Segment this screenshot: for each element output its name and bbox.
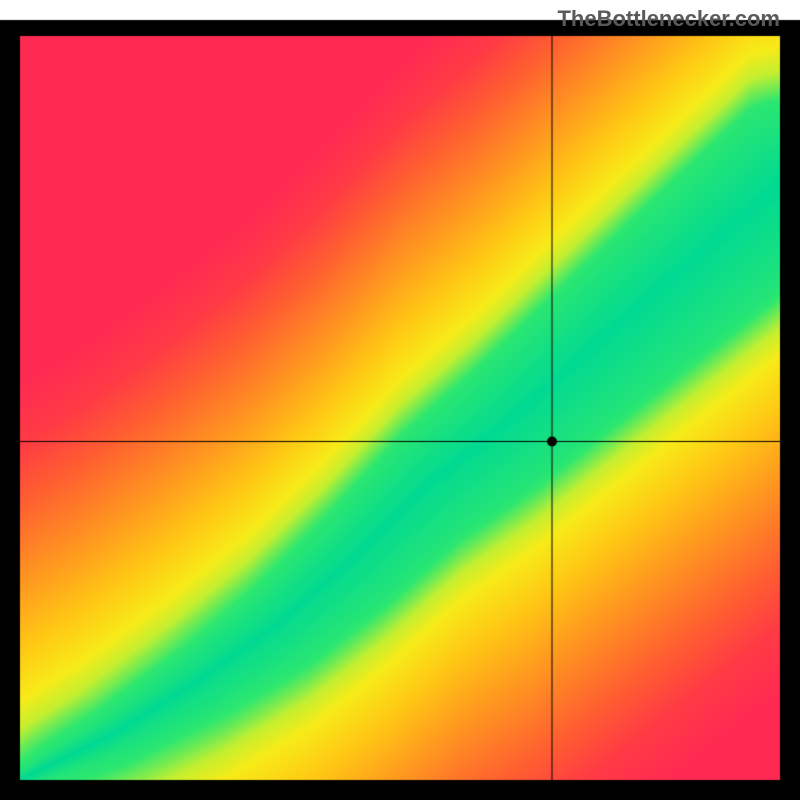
chart-container: TheBottlenecker.com xyxy=(0,0,800,800)
bottleneck-heatmap xyxy=(0,0,800,800)
watermark-text: TheBottlenecker.com xyxy=(557,6,780,32)
